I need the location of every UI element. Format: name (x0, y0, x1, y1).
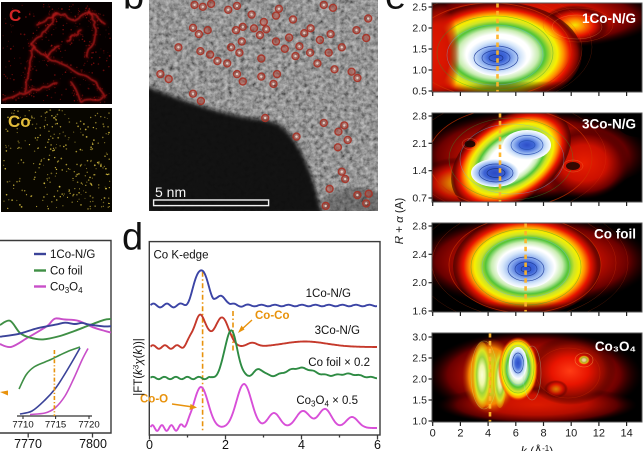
svg-text:4: 4 (298, 438, 305, 451)
svg-text:0.5: 0.5 (412, 86, 427, 98)
svg-text:8: 8 (540, 428, 546, 440)
svg-text:14: 14 (620, 428, 632, 440)
svg-text:3Co-N/G: 3Co-N/G (315, 325, 360, 337)
svg-text:3Co-N/G: 3Co-N/G (582, 117, 636, 132)
svg-text:Co-Co: Co-Co (255, 310, 290, 322)
svg-text:2.1: 2.1 (412, 138, 427, 150)
svg-text:Co₃O₄: Co₃O₄ (595, 339, 636, 354)
svg-text:1Co-N/G: 1Co-N/G (582, 11, 636, 26)
svg-text:1.0: 1.0 (412, 65, 427, 77)
svg-text:2.8: 2.8 (412, 221, 427, 233)
svg-text:Co K-edge: Co K-edge (154, 250, 209, 262)
svg-text:2.4: 2.4 (412, 249, 427, 261)
svg-text:Co-O: Co-O (140, 394, 168, 406)
svg-text:0.7: 0.7 (412, 193, 427, 205)
svg-text:7710: 7710 (12, 420, 33, 431)
svg-text:1.5: 1.5 (412, 44, 427, 56)
svg-text:C: C (9, 6, 21, 25)
svg-text:|FT(k3χ(k))|: |FT(k3χ(k))| (133, 338, 145, 396)
svg-text:1Co-N/G: 1Co-N/G (306, 288, 351, 300)
svg-text:Co foil × 0.2: Co foil × 0.2 (308, 357, 370, 369)
svg-text:d: d (122, 217, 143, 259)
svg-text:2: 2 (457, 428, 463, 440)
svg-text:10: 10 (565, 428, 577, 440)
svg-text:b: b (123, 0, 144, 18)
svg-text:6: 6 (374, 438, 381, 451)
svg-text:Co3O4: Co3O4 (50, 282, 83, 296)
svg-text:2.8: 2.8 (412, 111, 427, 123)
svg-text:6: 6 (513, 428, 519, 440)
svg-text:Co: Co (8, 112, 31, 131)
svg-text:5 nm: 5 nm (155, 184, 186, 200)
svg-text:R + α (Å): R + α (Å) (395, 198, 406, 245)
svg-text:2.5: 2.5 (412, 2, 427, 14)
svg-text:0: 0 (146, 438, 153, 451)
svg-text:7800: 7800 (79, 437, 107, 451)
svg-text:7715: 7715 (45, 420, 66, 431)
svg-text:4: 4 (485, 428, 491, 440)
svg-text:1.6: 1.6 (412, 306, 427, 318)
svg-text:1Co-N/G: 1Co-N/G (50, 249, 95, 261)
svg-text:1.5: 1.5 (412, 395, 427, 407)
svg-text:Co foil: Co foil (594, 227, 636, 242)
svg-text:1.4: 1.4 (412, 165, 427, 177)
svg-text:7720: 7720 (78, 420, 99, 431)
svg-text:2.0: 2.0 (412, 277, 427, 289)
svg-text:e: e (385, 0, 406, 18)
svg-text:1.0: 1.0 (412, 416, 427, 428)
svg-text:2.0: 2.0 (412, 374, 427, 386)
svg-text:2.0: 2.0 (412, 23, 427, 35)
svg-text:2.5: 2.5 (412, 353, 427, 365)
svg-text:Co foil: Co foil (50, 266, 83, 278)
svg-text:0: 0 (430, 428, 436, 440)
svg-text:2: 2 (222, 438, 229, 451)
svg-text:12: 12 (593, 428, 605, 440)
svg-text:k (Å-1): k (Å-1) (521, 443, 553, 451)
svg-text:7770: 7770 (14, 437, 42, 451)
svg-text:3.0: 3.0 (412, 332, 427, 344)
